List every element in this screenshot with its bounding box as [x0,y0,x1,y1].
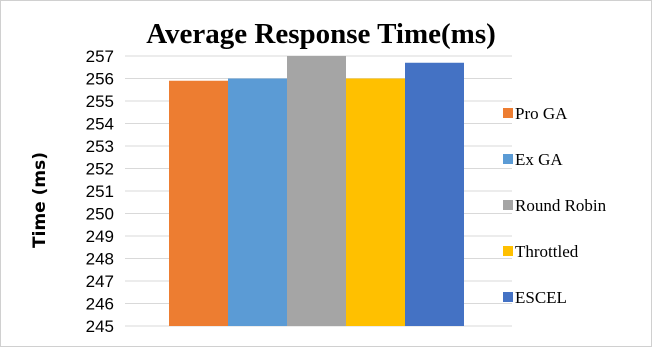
bars [169,56,464,326]
y-tick-label: 253 [86,137,114,156]
bar-throttled [346,78,405,326]
y-tick-label: 257 [86,47,114,66]
bar-round-robin [287,56,346,326]
y-tick-label: 251 [86,182,114,201]
bar-escel [405,62,464,326]
legend-label: Pro GA [515,104,568,123]
y-tick-label: 245 [86,317,114,336]
y-tick-label: 252 [86,160,114,179]
legend-swatch [503,246,513,256]
y-axis-ticks: 245 246 247 248 249 250 251 252 253 254 255 256 257 [86,47,114,336]
bar-pro-ga [169,80,228,326]
chart-title: Average Response Time(ms) [146,18,496,50]
bar-ex-ga [228,78,287,326]
y-tick-label: 256 [86,70,114,89]
legend-label: Throttled [515,242,579,261]
y-tick-label: 249 [86,227,114,246]
legend-swatch [503,200,513,210]
y-axis-label: Time (ms) [30,152,50,248]
legend-label: ESCEL [515,288,567,307]
legend: Pro GA Ex GA Round Robin Throttled ESCEL [503,104,607,307]
y-tick-label: 250 [86,205,114,224]
y-tick-label: 248 [86,250,114,269]
y-tick-label: 247 [86,272,114,291]
y-tick-label: 246 [86,295,114,314]
legend-label: Round Robin [515,196,607,215]
legend-swatch [503,108,513,118]
legend-swatch [503,154,513,164]
y-tick-label: 255 [86,92,114,111]
legend-label: Ex GA [515,150,563,169]
y-tick-label: 254 [86,115,114,134]
legend-swatch [503,292,513,302]
